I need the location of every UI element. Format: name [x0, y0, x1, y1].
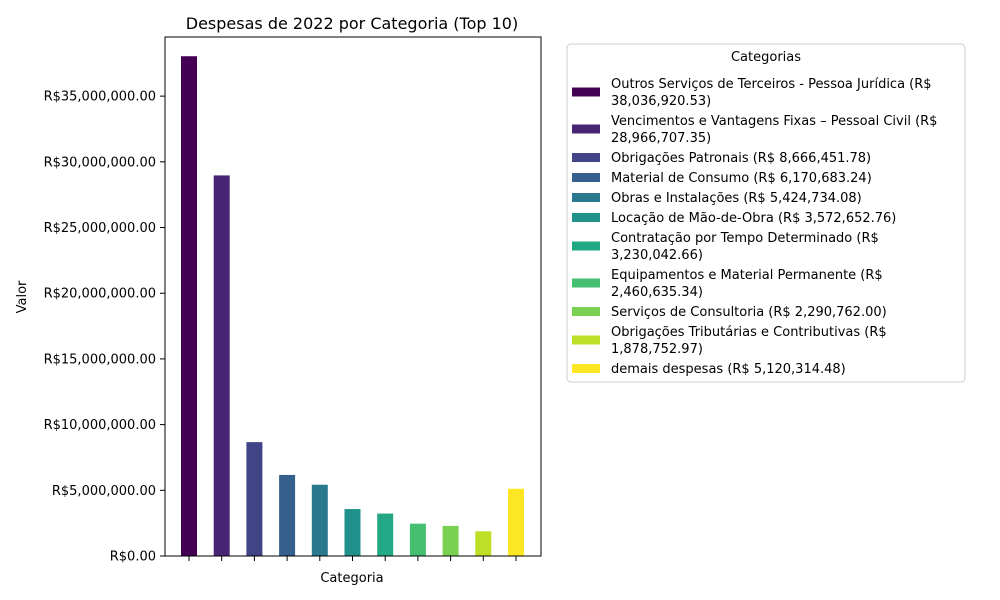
y-tick-label: R$35,000,000.00 — [44, 90, 156, 105]
legend-swatch — [572, 241, 600, 251]
legend-label: 3,230,042.66) — [611, 248, 703, 263]
legend-label: Equipamentos e Material Permanente (R$ — [611, 268, 883, 283]
bar — [279, 474, 296, 556]
y-tick-label: R$25,000,000.00 — [44, 221, 156, 236]
legend-label: 28,966,707.35) — [611, 131, 711, 146]
legend: Categorias Outros Serviços de Terceiros … — [566, 43, 966, 383]
bar — [475, 531, 492, 556]
legend-swatch — [572, 278, 600, 288]
legend-label: Serviços de Consultoria (R$ 2,290,762.00… — [611, 305, 887, 320]
chart-title: Despesas de 2022 por Categoria (Top 10) — [186, 14, 518, 33]
legend-swatch — [572, 364, 600, 373]
legend-label: Obrigações Patronais (R$ 8,666,451.78) — [611, 151, 871, 166]
legend-title: Categorias — [731, 50, 801, 65]
y-tick-label: R$20,000,000.00 — [44, 287, 156, 302]
bar — [442, 525, 459, 556]
y-tick-label: R$15,000,000.00 — [44, 352, 156, 367]
bar — [344, 509, 361, 556]
x-axis-title: Categoria — [320, 571, 383, 586]
bar — [213, 175, 230, 556]
legend-swatch — [572, 213, 600, 222]
legend-label: Locação de Mão-de-Obra (R$ 3,572,652.76) — [611, 211, 896, 226]
legend-label: Obras e Instalações (R$ 5,424,734.08) — [611, 191, 862, 206]
bar — [409, 523, 426, 556]
legend-box — [566, 43, 966, 383]
legend-swatch — [572, 124, 600, 134]
legend-label: Material de Consumo (R$ 6,170,683.24) — [611, 171, 872, 186]
legend-label: 38,036,920.53) — [611, 94, 711, 109]
bar — [508, 488, 524, 556]
legend-swatch — [572, 87, 600, 97]
y-tick-label: R$0.00 — [110, 550, 156, 565]
legend-swatch — [572, 335, 600, 345]
legend-swatch — [572, 307, 600, 316]
legend-label: 1,878,752.97) — [611, 342, 703, 357]
legend-swatch — [572, 173, 600, 182]
y-tick-label: R$30,000,000.00 — [44, 155, 156, 170]
bar — [311, 484, 328, 556]
legend-swatch — [572, 153, 600, 162]
legend-swatch — [572, 193, 600, 202]
legend-label: 2,460,635.34) — [611, 285, 703, 300]
bar — [377, 513, 394, 556]
legend-label: Contratação por Tempo Determinado (R$ — [611, 231, 879, 246]
bar — [181, 56, 197, 556]
legend-label: demais despesas (R$ 5,120,314.48) — [611, 362, 846, 377]
y-tick-label: R$5,000,000.00 — [52, 484, 156, 499]
plot-frame — [164, 36, 542, 557]
bar — [246, 442, 263, 556]
legend-label: Outros Serviços de Terceiros - Pessoa Ju… — [611, 77, 932, 92]
y-tick-label: R$10,000,000.00 — [44, 418, 156, 433]
plot-area: R$0.00 R$5,000,000.00 R$10,000,000.00 R$15,… — [44, 56, 524, 565]
legend-label: Obrigações Tributárias e Contributivas (… — [611, 325, 887, 340]
legend-label: Vencimentos e Vantagens Fixas – Pessoal … — [611, 114, 937, 129]
y-axis-title: Valor — [15, 280, 30, 313]
